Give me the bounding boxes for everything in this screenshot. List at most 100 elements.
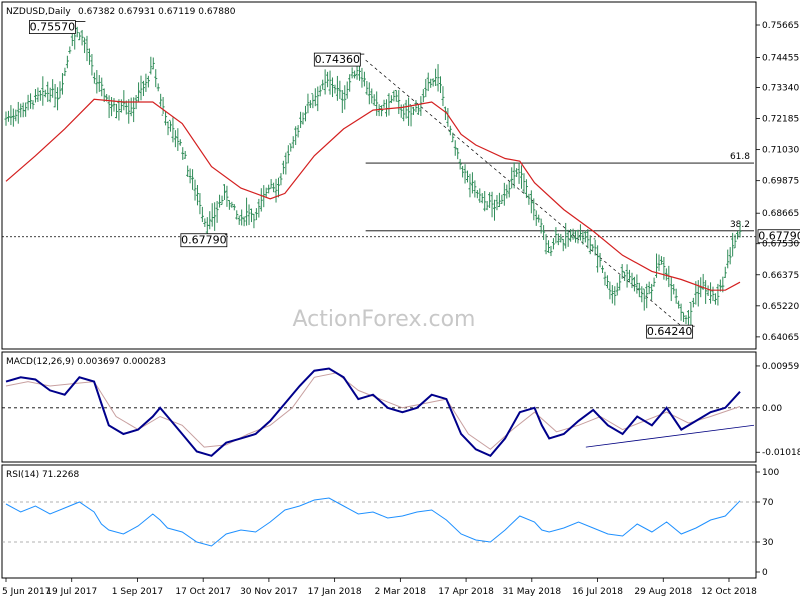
price-bar [674,288,678,304]
price-bar [90,54,94,76]
price-bar [426,72,430,92]
price-bar [686,310,690,325]
price-annotation-box [313,52,361,67]
price-bar [311,93,315,109]
price-bar [242,216,246,227]
price-bar [647,281,651,295]
price-bar [718,279,722,292]
price-bar [168,119,172,132]
price-bar [645,283,649,309]
x-tick-label: 2 Mar 2018 [375,587,427,597]
rsi-line [5,497,741,547]
price-bar [662,256,666,280]
price-y-axis: 0.75665 0.74455 0.73340 0.72185 0.71030 0.698… [756,21,799,343]
price-bar [387,93,391,116]
price-bar [112,98,116,112]
price-bar [203,218,207,227]
price-annotation-label: 0.67790 [758,230,800,243]
price-bar [146,75,150,88]
price-bar [308,100,312,109]
price-bar [436,64,440,92]
price-bar [232,204,236,211]
price-bar [164,111,168,126]
price-y-tick-label: 0.68665 [762,209,799,219]
price-bar [490,191,494,218]
price-bar [181,147,185,160]
price-bar [640,286,644,303]
price-trendline [365,59,689,333]
price-bar [43,89,47,98]
price-bar [178,139,182,146]
price-bar [149,56,153,75]
price-bar [377,104,381,117]
price-bar [505,184,509,199]
price-bar [510,167,514,189]
price-bar [593,238,597,256]
price-bar [389,95,393,104]
price-bar [137,82,141,103]
price-bar [385,99,389,117]
macd-y-tick-label: 0.009597 [762,362,800,372]
price-bar [225,185,229,207]
price-bar [556,233,560,246]
price-bar [222,184,226,201]
price-bar [404,99,408,119]
price-bar [173,130,177,148]
price-bar [429,78,433,88]
price-bar [578,224,582,241]
price-bar [110,96,114,117]
price-bar [669,276,673,302]
price-bar [220,195,224,206]
price-bar [544,234,548,255]
macd-y-tick-label: -0.01018 [762,448,800,458]
price-bar [659,256,663,265]
price-annotation-box [180,233,228,248]
price-bar [608,281,612,300]
price-bar [286,145,290,164]
rsi-panel-frame [1,464,757,579]
x-tick-label: 16 Jul 2018 [572,587,623,597]
fib-level-label: 61.8 [730,152,750,162]
price-bar [439,76,443,94]
price-bar [171,117,175,143]
price-header: NZDUSD,Daily 0.67382 0.67931 0.67119 0.6… [6,7,236,17]
price-bar [625,264,629,288]
price-bar [500,194,504,204]
price-bar [316,86,320,112]
price-bar [281,160,285,175]
price-bar [340,90,344,114]
macd-panel-frame [1,351,757,463]
price-bar [188,168,192,184]
price-bar [583,230,587,243]
price-annotation-label: 0.75570 [30,21,76,34]
price-bar [736,231,740,240]
price-bar [31,100,35,110]
rsi-y-tick-label: 100 [762,468,779,478]
price-bar [176,128,180,151]
price-bar [117,99,121,121]
rsi-label: RSI(14) 71.2268 [6,470,79,480]
price-bar [97,75,101,92]
price-bar [615,282,619,296]
price-bar [598,252,602,268]
price-bar [16,101,20,124]
moving-average-line [5,98,741,291]
price-bar [581,231,585,245]
watermark-text: ActionForex.com [293,307,476,332]
macd-y-tick-label: 0.00 [762,404,782,414]
price-y-tick-label: 0.74455 [762,54,799,64]
price-bar [257,198,261,218]
price-bar [414,100,418,113]
price-bar [483,191,487,212]
price-bar [372,94,376,106]
price-bar [139,75,143,101]
price-bar [321,79,325,90]
price-bar [41,76,45,106]
price-annotation-label: 0.74360 [315,53,361,66]
price-bar [520,165,524,189]
price-bar [684,315,688,325]
price-bar [200,206,204,223]
price-bar [407,97,411,126]
price-bar [630,272,634,289]
